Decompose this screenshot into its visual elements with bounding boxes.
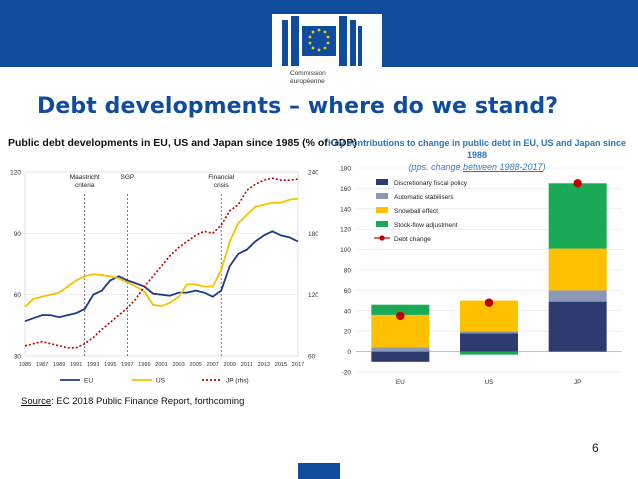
y-tick-label: 100 xyxy=(340,247,351,254)
y-tick-label: 160 xyxy=(340,186,351,193)
logo-text-line2: européenne xyxy=(290,77,325,85)
debt-change-point xyxy=(484,298,494,307)
bar-segment-automatic-stabilisers xyxy=(371,347,430,352)
bar-segment-discretionary-fiscal-policy xyxy=(460,333,518,352)
debt-change-point xyxy=(573,179,582,188)
y-tick-label: 180 xyxy=(340,166,351,173)
x-tick-label: 2001 xyxy=(155,362,167,368)
legend-swatch xyxy=(376,207,388,213)
subtitle-prefix: (pps. change xyxy=(408,162,463,172)
x-tick-label: 2017 xyxy=(292,362,304,368)
y-right-tick-label: 240 xyxy=(308,170,318,177)
x-category-label: US xyxy=(484,379,494,386)
legend-swatch xyxy=(376,221,388,227)
bar-segment-discretionary-fiscal-policy xyxy=(371,351,430,362)
legend-label: JP (rhs) xyxy=(226,378,249,385)
x-tick-label: 1985 xyxy=(19,362,31,368)
legend-swatch xyxy=(376,193,388,199)
subtitle-suffix: ) xyxy=(542,162,546,172)
series-line-eu xyxy=(24,230,299,323)
logo-text-line1: Commission xyxy=(290,70,326,77)
y-tick-label: 0 xyxy=(347,349,351,356)
y-tick-label: 60 xyxy=(344,288,352,295)
page-number: 6 xyxy=(592,441,599,455)
source-label: Source xyxy=(21,396,52,407)
logo-text: Commission européenne xyxy=(290,70,326,85)
x-category-label: EU xyxy=(396,379,405,386)
y-left-tick-label: 90 xyxy=(14,231,22,238)
eu-flag-footer xyxy=(298,463,340,479)
legend-label: US xyxy=(156,378,166,385)
x-tick-label: 1995 xyxy=(104,362,116,368)
y-left-tick-label: 120 xyxy=(10,170,21,177)
x-tick-label: 2015 xyxy=(275,362,287,368)
x-tick-label: 1997 xyxy=(121,362,133,368)
y-tick-label: 120 xyxy=(340,227,351,234)
commission-logo xyxy=(272,14,382,101)
annotation-label: crisis xyxy=(214,182,230,189)
x-tick-label: 1991 xyxy=(70,362,82,368)
subtitle-period: between 1988-2017 xyxy=(462,162,543,172)
y-tick-label: 40 xyxy=(344,308,352,315)
y-left-tick-label: 60 xyxy=(14,292,22,299)
x-tick-label: 2003 xyxy=(172,362,184,368)
annotation-label: criteria xyxy=(75,182,95,189)
x-tick-label: 2011 xyxy=(241,362,253,368)
legend-swatch-dot xyxy=(379,235,385,241)
y-tick-label: -20 xyxy=(342,370,352,377)
y-right-tick-label: 60 xyxy=(308,354,316,361)
y-left-tick-label: 30 xyxy=(14,354,22,361)
series-line-us xyxy=(24,197,299,308)
legend-label: Snowball effect xyxy=(394,208,438,215)
x-tick-label: 2009 xyxy=(224,362,236,368)
bar-segment-snowball-effect xyxy=(548,248,607,291)
x-tick-label: 1993 xyxy=(87,362,99,368)
eu-building-icon xyxy=(282,16,362,66)
x-tick-label: 2005 xyxy=(189,362,201,368)
bar-chart-title-main: Key contributions to change in public de… xyxy=(327,138,627,160)
x-tick-label: 2013 xyxy=(258,362,270,368)
legend-label: Stock-flow adjustment xyxy=(394,222,458,229)
x-tick-label: 2007 xyxy=(206,362,218,368)
line-chart: 30 60 90 120 60 120 180 240 1985 1987 1989 1991 1993… xyxy=(10,170,318,385)
legend-label: Debt change xyxy=(394,236,431,243)
bar-segment-snowball-effect xyxy=(371,314,430,348)
x-tick-label: 1999 xyxy=(138,362,150,368)
x-tick-label: 1989 xyxy=(53,362,65,368)
source-text: : EC 2018 Public Finance Report, forthco… xyxy=(51,396,245,407)
bar-chart-title: Key contributions to change in public de… xyxy=(318,137,636,173)
bar-segment-discretionary-fiscal-policy xyxy=(548,301,607,352)
bar-segment-stock-flow-adjustment xyxy=(548,183,607,249)
y-tick-label: 20 xyxy=(344,329,352,336)
legend-label: Automatic stabilisers xyxy=(394,194,454,201)
bar-segment-stock-flow-adjustment xyxy=(460,351,518,355)
plot-frame xyxy=(24,171,299,357)
legend-swatch xyxy=(376,179,388,185)
x-tick-label: 1987 xyxy=(36,362,48,368)
source-note: Source: EC 2018 Public Finance Report, f… xyxy=(21,396,244,407)
legend-label: Discretionary fiscal policy xyxy=(394,180,468,187)
y-tick-label: 80 xyxy=(344,268,352,275)
bar-segment-automatic-stabilisers xyxy=(460,331,518,334)
legend-label: EU xyxy=(84,378,93,385)
bar-chart: -20 0 20 40 60 80 100 120 140 160 180 EU US JP Discret… xyxy=(340,166,622,386)
annotation-label: Maastricht xyxy=(70,174,100,181)
bar-chart-subtitle: (pps. change between 1988-2017) xyxy=(318,161,636,173)
annotation-label: SGP xyxy=(121,174,135,181)
annotation-label: Financial xyxy=(208,174,235,181)
y-right-tick-label: 120 xyxy=(308,292,318,299)
x-category-label: JP xyxy=(574,379,582,386)
bar-segment-stock-flow-adjustment xyxy=(371,304,430,315)
y-right-tick-label: 180 xyxy=(308,231,318,238)
slide-title: Debt developments – where do we stand? xyxy=(37,94,559,119)
bar-segment-automatic-stabilisers xyxy=(548,290,607,302)
debt-change-point xyxy=(396,311,405,321)
line-chart-title: Public debt developments in EU, US and J… xyxy=(8,137,357,149)
y-tick-label: 140 xyxy=(340,206,351,213)
